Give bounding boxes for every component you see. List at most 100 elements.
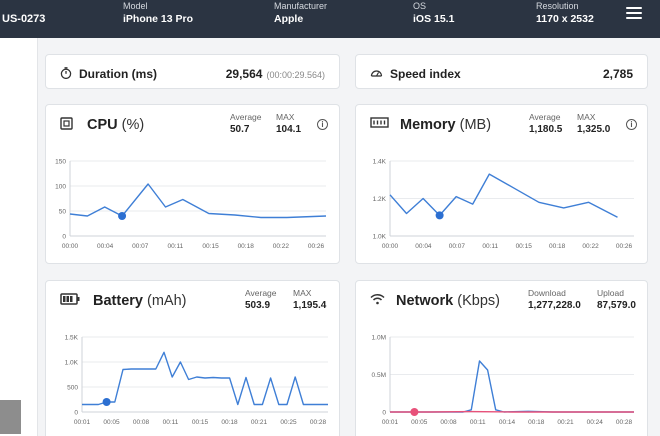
resolution-value: 1170 x 2532: [536, 13, 594, 25]
memory-x-tick-label: 00:11: [482, 243, 498, 250]
speed-index-label: Speed index: [390, 67, 461, 81]
battery-icon: [60, 293, 80, 305]
battery-x-tick-label: 00:05: [103, 419, 120, 426]
duration-card: Duration (ms) 29,564 (00:00:29.564): [45, 54, 340, 89]
cpu-x-tick-label: 00:18: [238, 243, 255, 250]
memory-info-icon[interactable]: i: [626, 119, 637, 130]
battery-x-tick-label: 00:11: [163, 419, 179, 426]
duration-label: Duration (ms): [79, 67, 157, 81]
cpu-x-tick-label: 00:04: [97, 243, 114, 250]
network-x-tick-label: 00:01: [382, 419, 399, 426]
device-id: US-0273: [2, 13, 46, 25]
network-x-tick-label: 00:08: [440, 419, 457, 426]
battery-x-tick-label: 00:25: [280, 419, 297, 426]
network-x-tick-label: 00:21: [557, 419, 574, 426]
device-info-bar: US-0273 Model iPhone 13 Pro Manufacturer…: [0, 0, 660, 38]
memory-x-tick-label: 00:04: [415, 243, 432, 250]
os-value: iOS 15.1: [413, 13, 455, 25]
stopwatch-icon: [60, 67, 72, 79]
battery-y-tick-label: 1.0K: [65, 360, 79, 367]
battery-position-marker: [102, 398, 111, 406]
memory-line-chart: 1.4K 1.2K 1.0K 00:00 00:04 00:07 00:11 00:15 00:…: [373, 159, 634, 250]
network-title: Network (Kbps): [396, 293, 500, 309]
memory-x-tick-label: 00:15: [516, 243, 533, 250]
battery-max: MAX 1,195.4: [293, 288, 327, 311]
manufacturer-label: Manufacturer: [274, 1, 328, 11]
cpu-x-tick-label: 00:07: [132, 243, 149, 250]
battery-line-chart: 1.5K 1.0K 500 0 00:01 00:05 00:08 00:11 00:15 00:…: [65, 335, 328, 426]
network-line-chart: 1.0M 0.5M 0 00:01 00:05 00:08 00:11 00:14 00:18 0…: [372, 335, 634, 426]
cpu-x-tick-label: 00:22: [273, 243, 290, 250]
battery-x-tick-label: 00:28: [310, 419, 327, 426]
battery-average: Average 503.9: [245, 288, 277, 311]
cpu-y-tick-label: 150: [55, 159, 66, 166]
battery-title: Battery (mAh): [93, 293, 187, 309]
network-y-tick-label: 0.5M: [372, 372, 386, 379]
hamburger-menu-icon[interactable]: [626, 7, 642, 21]
cpu-info-icon[interactable]: i: [317, 119, 328, 130]
memory-average: Average 1,180.5: [529, 112, 563, 135]
memory-max: MAX 1,325.0: [577, 112, 611, 135]
network-x-tick-label: 00:28: [616, 419, 633, 426]
battery-x-tick-label: 00:21: [251, 419, 268, 426]
network-position-marker: [410, 408, 419, 416]
left-sidebar: [0, 38, 38, 436]
cpu-chart-card: CPU (%) Average 50.7 MAX 104.1 i 150 100 5…: [45, 104, 340, 264]
battery-y-tick-label: 0: [74, 410, 78, 417]
resolution-field: Resolution 1170 x 2532: [536, 1, 594, 27]
network-download: Download 1,277,228.0: [528, 288, 581, 311]
battery-x-tick-label: 00:01: [74, 419, 91, 426]
memory-title: Memory (MB): [400, 117, 492, 133]
cpu-x-tick-label: 00:26: [308, 243, 325, 250]
manufacturer-field: Manufacturer Apple: [274, 1, 327, 27]
cpu-y-tick-label: 50: [59, 209, 67, 216]
network-x-tick-label: 00:18: [528, 419, 545, 426]
os-field: OS iOS 15.1: [413, 1, 454, 27]
memory-chart-card: Memory (MB) Average 1,180.5 MAX 1,325.0 …: [355, 104, 648, 264]
memory-y-tick-label: 1.4K: [373, 159, 387, 166]
duration-formatted: (00:00:29.564): [266, 70, 325, 80]
memory-y-tick-label: 1.0K: [373, 234, 387, 241]
cpu-y-tick-label: 100: [55, 184, 66, 191]
cpu-series-line-0: [69, 183, 327, 219]
os-label: OS: [413, 1, 427, 11]
memory-x-tick-label: 00:00: [382, 243, 399, 250]
network-x-tick-label: 00:24: [587, 419, 604, 426]
duration-value: 29,564 (00:00:29.564): [226, 67, 325, 81]
memory-x-tick-label: 00:26: [616, 243, 633, 250]
memory-icon: [370, 117, 389, 128]
network-x-tick-label: 00:14: [499, 419, 516, 426]
battery-chart-card: Battery (mAh) Average 503.9 MAX 1,195.4 …: [45, 280, 340, 436]
battery-y-tick-label: 500: [67, 385, 78, 392]
model-field: Model iPhone 13 Pro: [123, 1, 193, 27]
memory-x-tick-label: 00:07: [449, 243, 466, 250]
cpu-max: MAX 104.1: [276, 112, 302, 135]
model-value: iPhone 13 Pro: [123, 13, 194, 25]
battery-x-tick-label: 00:18: [221, 419, 238, 426]
network-y-tick-label: 0: [382, 410, 386, 417]
speed-index-value: 2,785: [602, 67, 633, 81]
memory-x-tick-label: 00:22: [582, 243, 599, 250]
resolution-label: Resolution: [536, 1, 579, 11]
network-x-tick-label: 00:05: [411, 419, 428, 426]
speed-index-card: Speed index 2,785: [355, 54, 648, 89]
memory-y-tick-label: 1.2K: [373, 196, 387, 203]
memory-series-line-0: [389, 173, 618, 218]
model-label: Model: [123, 1, 148, 11]
sidebar-thumbnail[interactable]: [0, 400, 21, 434]
manufacturer-value: Apple: [274, 13, 304, 25]
cpu-x-tick-label: 00:15: [202, 243, 219, 250]
cpu-average: Average 50.7: [230, 112, 262, 135]
battery-series-line-0: [82, 351, 328, 406]
cpu-title: CPU (%): [87, 117, 145, 133]
cpu-x-tick-label: 00:11: [168, 243, 184, 250]
cpu-line-chart: 150 100 50 0 00:00 00:04 00:07 00:11 00:15 00:18 0…: [55, 159, 327, 250]
memory-position-marker: [435, 211, 444, 220]
network-series-line-0: [390, 360, 634, 413]
wifi-icon: [370, 293, 385, 305]
battery-x-tick-label: 00:08: [133, 419, 150, 426]
battery-x-tick-label: 00:15: [192, 419, 209, 426]
cpu-y-tick-label: 0: [62, 234, 66, 241]
duration-ms: 29,564: [225, 67, 263, 81]
network-y-tick-label: 1.0M: [372, 335, 386, 342]
